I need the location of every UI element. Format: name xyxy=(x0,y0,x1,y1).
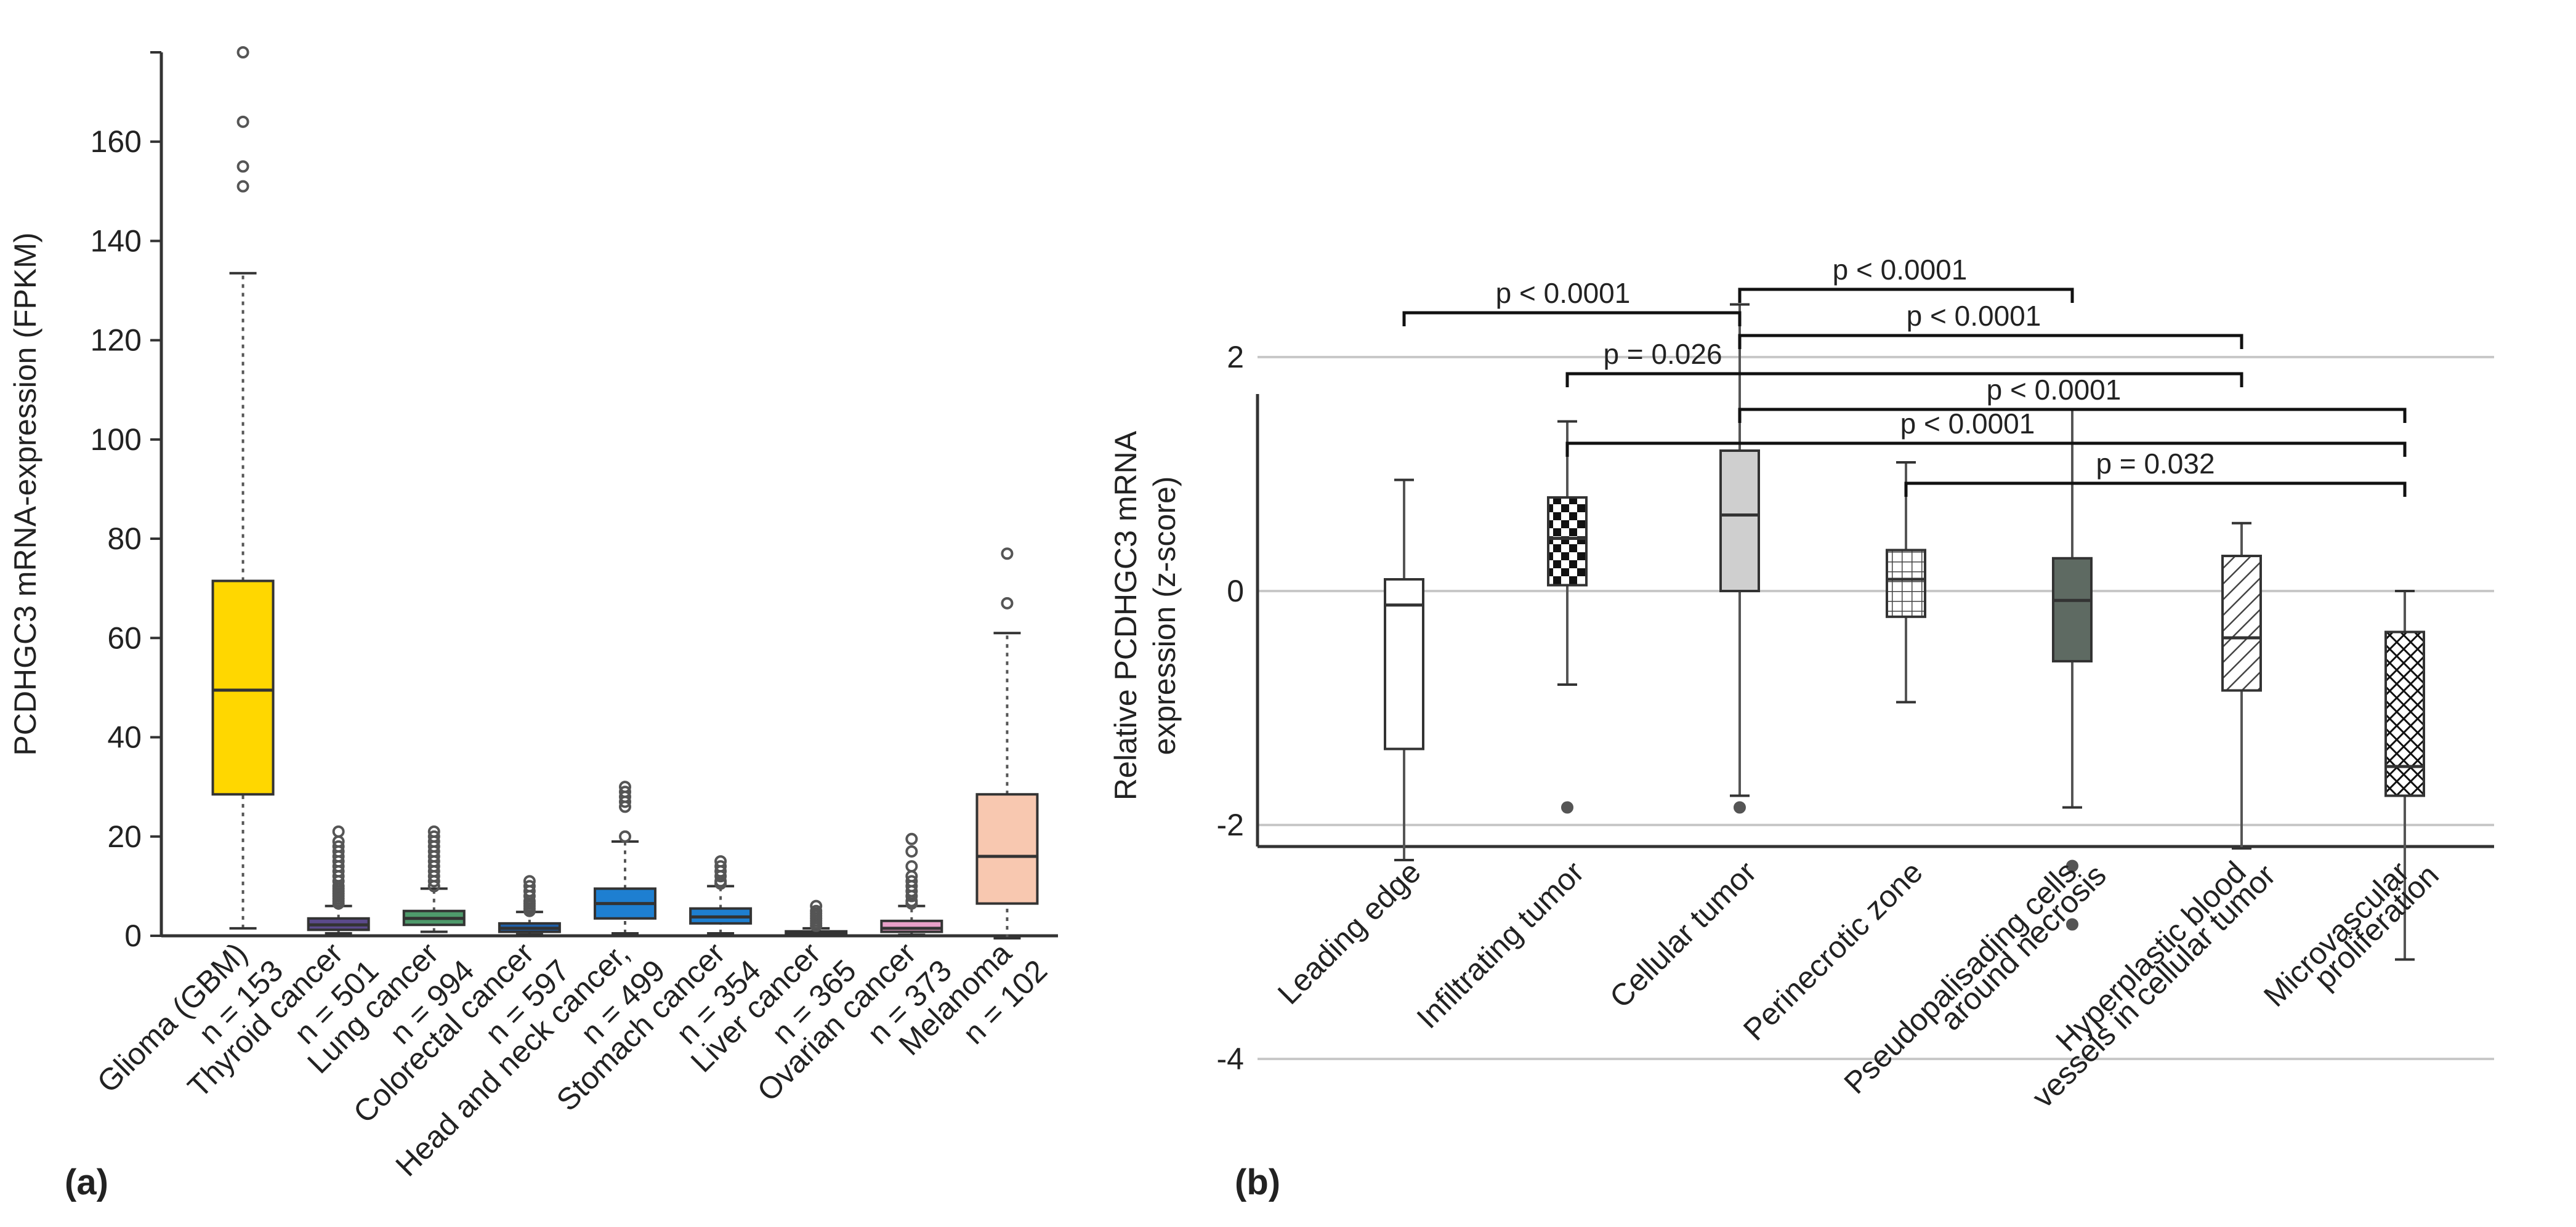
y-tick-label-b: 0 xyxy=(1227,574,1244,608)
boxplot-colorectal-cancer xyxy=(498,875,561,936)
y-tick-label-b: 2 xyxy=(1227,340,1244,374)
outlier-point xyxy=(1561,801,1573,814)
panel-a-chart: 0 20 40 60 80 100 120 140 160 PCDHGC3 mRNA-expres… xyxy=(8,46,1058,1183)
outlier-point xyxy=(905,860,918,873)
outlier-point xyxy=(2066,859,2078,872)
y-axis-label-b-line1: Relative PCDHGC3 mRNA xyxy=(1108,430,1143,800)
outlier-point xyxy=(714,855,727,868)
outlier-point xyxy=(523,875,536,888)
outlier-point xyxy=(236,115,249,128)
outlier-point xyxy=(619,781,631,794)
p-value-label: p < 0.0001 xyxy=(1833,254,1968,286)
bracket-line xyxy=(1904,481,2407,497)
y-tick-label-b: -4 xyxy=(1217,1042,1244,1076)
significance-bracket: p < 0.0001 xyxy=(1738,300,2243,349)
outlier-point xyxy=(619,830,631,843)
y-tick-label-a: 160 xyxy=(91,124,142,159)
significance-bracket: p < 0.0001 xyxy=(1738,254,2074,303)
boxplot-liver-cancer xyxy=(785,899,848,937)
boxplot-melanoma xyxy=(975,547,1039,940)
y-axis-label-a: PCDHGC3 mRNA-expression (FPKM) xyxy=(8,232,42,755)
p-value-label: p = 0.026 xyxy=(1603,338,1722,370)
boxplot-hyperplastic-blood-vessels-in-cellular-tumor xyxy=(2221,521,2262,850)
iqr-box xyxy=(2221,555,2262,692)
bracket-line xyxy=(1565,372,2243,387)
significance-bracket: p < 0.0001 xyxy=(1402,277,1742,326)
outlier-point xyxy=(810,904,823,917)
outlier-point xyxy=(236,180,249,193)
iqr-box xyxy=(1547,496,1588,587)
category-label-b: Cellular tumor xyxy=(1603,855,1763,1015)
y-tick-label-a: 60 xyxy=(107,621,142,655)
bracket-line xyxy=(1402,311,1742,326)
boxplot-pseudopalisading-cells-around-necrosis xyxy=(2052,408,2093,931)
boxplot-infiltrating-tumor xyxy=(1547,420,1588,814)
iqr-box xyxy=(2052,557,2093,662)
iqr-box xyxy=(1384,578,1424,750)
boxplot-microvascular-proliferation xyxy=(2384,590,2425,961)
y-tick-label-a: 0 xyxy=(124,919,142,953)
boxplot-ovarian-cancer xyxy=(880,832,943,936)
significance-bracket: p = 0.026 xyxy=(1565,338,2243,387)
iqr-box xyxy=(1719,449,1760,592)
outlier-point xyxy=(427,830,440,843)
p-value-label: p < 0.0001 xyxy=(1907,300,2041,332)
significance-bracket: p < 0.0001 xyxy=(1565,408,2407,457)
outlier-point xyxy=(810,899,823,912)
bracket-line xyxy=(1738,334,2243,349)
boxplot-head-and-neck-cancer xyxy=(594,781,656,935)
boxplot-leading-edge xyxy=(1384,478,1424,861)
outlier-point xyxy=(905,875,918,888)
p-value-label: p < 0.0001 xyxy=(1987,374,2122,406)
outlier-point xyxy=(523,880,536,893)
p-value-label: p < 0.0001 xyxy=(1900,408,2035,440)
iqr-box xyxy=(1886,549,1926,618)
outlier-point xyxy=(1001,597,1014,609)
boxplot-perinecrotic-zone xyxy=(1886,461,1926,704)
y-tick-label-a: 20 xyxy=(107,819,142,854)
y-tick-label-a: 80 xyxy=(107,521,142,556)
outlier-point xyxy=(332,840,345,853)
iqr-box xyxy=(880,919,943,933)
category-label-b: Leading edge xyxy=(1271,855,1427,1011)
iqr-box xyxy=(211,579,275,796)
outlier-point xyxy=(905,832,918,845)
p-value-label: p < 0.0001 xyxy=(1496,277,1631,309)
bracket-line xyxy=(1738,408,2407,423)
boxplot-cellular-tumor xyxy=(1719,303,1760,814)
y-tick-label-a: 40 xyxy=(107,720,142,755)
outlier-point xyxy=(427,825,440,838)
panel-b-label: (b) xyxy=(1235,1162,1280,1202)
panel-b-chart: -4 -2 0 2 Relative PCDHGC3 mRNA expression (z… xyxy=(1108,254,2494,1114)
boxplot-glioma-gbm xyxy=(211,46,275,930)
bracket-line xyxy=(1738,288,2074,303)
category-label-b: Infiltrating tumor xyxy=(1410,855,1591,1035)
outlier-point xyxy=(714,860,727,873)
y-tick-label-a: 100 xyxy=(91,422,142,457)
outlier-point xyxy=(2066,918,2078,931)
y-tick-label-a: 120 xyxy=(91,323,142,358)
boxplot-thyroid-cancer xyxy=(307,825,370,935)
y-tick-label-b: -2 xyxy=(1217,808,1244,842)
iqr-box xyxy=(975,793,1039,905)
panel-a-label: (a) xyxy=(65,1162,108,1202)
bracket-line xyxy=(1565,441,2407,457)
p-value-label: p = 0.032 xyxy=(2096,448,2215,480)
iqr-box xyxy=(2384,630,2425,797)
outlier-point xyxy=(236,160,249,173)
boxplot-stomach-cancer xyxy=(689,855,753,935)
outlier-point xyxy=(1001,547,1014,560)
outlier-point xyxy=(332,825,345,838)
outlier-point xyxy=(236,46,249,58)
significance-bracket: p = 0.032 xyxy=(1904,448,2407,497)
significance-bracket: p < 0.0001 xyxy=(1738,374,2407,423)
outlier-point xyxy=(905,845,918,858)
boxplot-lung-cancer xyxy=(402,825,466,933)
y-axis-label-b-line2: expression (z-score) xyxy=(1147,477,1182,755)
y-tick-label-a: 140 xyxy=(91,223,142,258)
outlier-point xyxy=(1734,801,1746,814)
outlier-point xyxy=(619,786,631,799)
